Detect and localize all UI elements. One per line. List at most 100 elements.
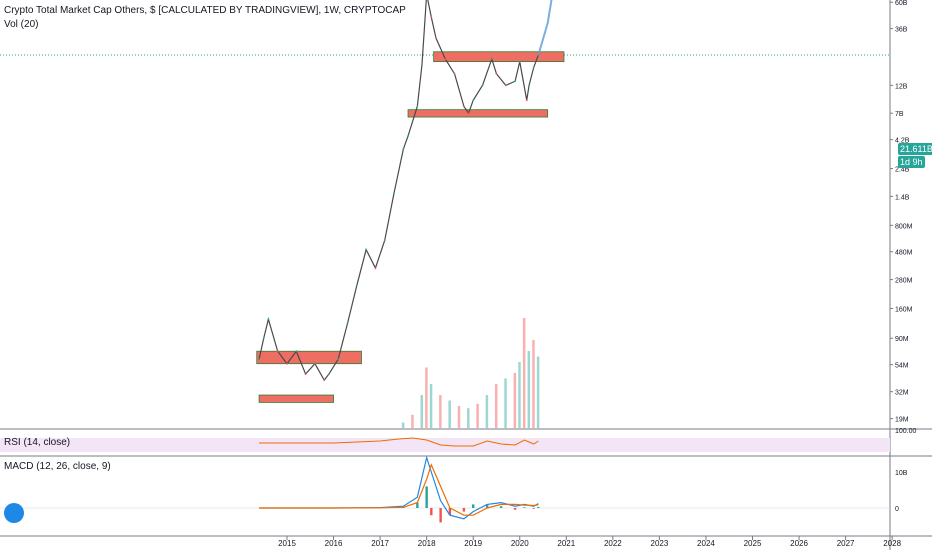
y-tick-label: 19M (895, 417, 909, 424)
price-point (383, 239, 386, 242)
price-point (323, 379, 326, 382)
price-point (276, 350, 279, 353)
macd-histogram-bar (430, 508, 433, 516)
volume-bar (439, 395, 442, 428)
price-point (295, 350, 298, 353)
y-tick-label: 90M (895, 336, 909, 343)
macd-histogram-bar (485, 504, 489, 508)
price-point (267, 318, 270, 321)
price-point (430, 16, 433, 18)
macd-histogram-bar (532, 508, 535, 509)
volume-bar (425, 367, 428, 428)
price-point (444, 58, 447, 60)
y-tick-label: 800M (895, 223, 913, 230)
x-tick-label: 2021 (557, 539, 575, 548)
price-point (481, 84, 484, 87)
volume-bar (411, 414, 414, 428)
macd-line (259, 455, 539, 520)
volume-bar (485, 395, 489, 428)
price-point (528, 84, 530, 87)
price-point (495, 72, 498, 75)
volume-bar (467, 408, 470, 428)
macd-histogram-bar (523, 507, 526, 508)
volume-bar (494, 384, 498, 428)
y-tick-label: 32M (895, 390, 909, 397)
x-tick-label: 2018 (418, 539, 436, 548)
macd-histogram-bar (416, 502, 419, 508)
macd-histogram-bar (448, 508, 452, 516)
x-tick-label: 2017 (371, 539, 389, 548)
price-point (258, 358, 260, 361)
price-point (518, 60, 521, 63)
y-tick-label: 60B (895, 0, 908, 7)
volume-bar (429, 384, 433, 428)
y-tick-label: 2.4B (895, 167, 910, 174)
rsi-label: RSI (14, close) (4, 437, 71, 448)
macd-histogram-bar (537, 506, 540, 508)
chart-title: Crypto Total Market Cap Others, $ [CALCU… (4, 5, 406, 16)
macd-histogram-bar (439, 508, 442, 523)
price-point (504, 84, 507, 87)
y-tick-label: 36B (895, 27, 908, 34)
price-point (304, 373, 307, 375)
y-tick-label: 12B (895, 83, 908, 90)
price-point (402, 148, 405, 150)
macd-label: MACD (12, 26, close, 9) (4, 461, 111, 472)
x-tick-label: 2023 (651, 539, 669, 548)
current-price-tag: 21.611B (898, 143, 932, 155)
macd-histogram-bar (472, 504, 475, 508)
rsi-line (259, 437, 539, 447)
price-point (435, 37, 437, 39)
price-point (355, 284, 358, 287)
x-tick-label: 2016 (325, 539, 343, 548)
price-point (346, 322, 349, 325)
price-point (453, 72, 456, 75)
volume-bar (457, 406, 461, 428)
volume-bar (401, 422, 405, 428)
tradingview-logo-icon[interactable] (4, 503, 24, 523)
y-tick-label: 54M (895, 363, 909, 370)
volume-bar (476, 403, 479, 428)
volume-bar (504, 378, 507, 428)
volume-bar (522, 318, 526, 428)
price-point (262, 337, 265, 340)
y-tick-label: 280M (895, 278, 913, 285)
macd-histogram-bar (499, 506, 503, 508)
macd-histogram-bar (513, 508, 517, 510)
volume-bar (420, 395, 423, 428)
price-point (337, 358, 340, 361)
price-point (421, 63, 423, 66)
y-tick-label: 7B (895, 111, 904, 118)
support-resistance-zone (256, 350, 362, 365)
price-point (514, 80, 516, 83)
signal-line (259, 463, 539, 516)
volume-bar (518, 362, 521, 428)
y-tick-label: 1.4B (895, 194, 910, 201)
volume-bar (536, 356, 540, 428)
macd-histogram-bar (425, 486, 428, 508)
price-point (472, 99, 475, 102)
price-point (393, 191, 395, 194)
x-tick-label: 2026 (790, 539, 808, 548)
price-point (532, 66, 535, 69)
y-tick-label: 480M (895, 250, 913, 257)
y-tick-label: 4.2B (895, 138, 910, 145)
price-point (525, 99, 528, 102)
price-point (416, 105, 419, 108)
volume-bar (448, 400, 451, 428)
volume-bar (532, 340, 535, 428)
price-point (327, 373, 330, 375)
x-tick-label: 2015 (278, 539, 296, 548)
price-point (462, 105, 465, 108)
x-tick-label: 2019 (464, 539, 482, 548)
macd-axis-label: 10B (895, 470, 908, 477)
x-tick-label: 2027 (837, 539, 855, 548)
x-tick-label: 2025 (744, 539, 762, 548)
macd-axis-label: 0 (895, 506, 899, 513)
x-tick-label: 2024 (697, 539, 715, 548)
volume-bar (527, 351, 531, 428)
support-resistance-zone (258, 394, 334, 403)
y-tick-label: 160M (895, 307, 913, 314)
x-tick-label: 2020 (511, 539, 529, 548)
